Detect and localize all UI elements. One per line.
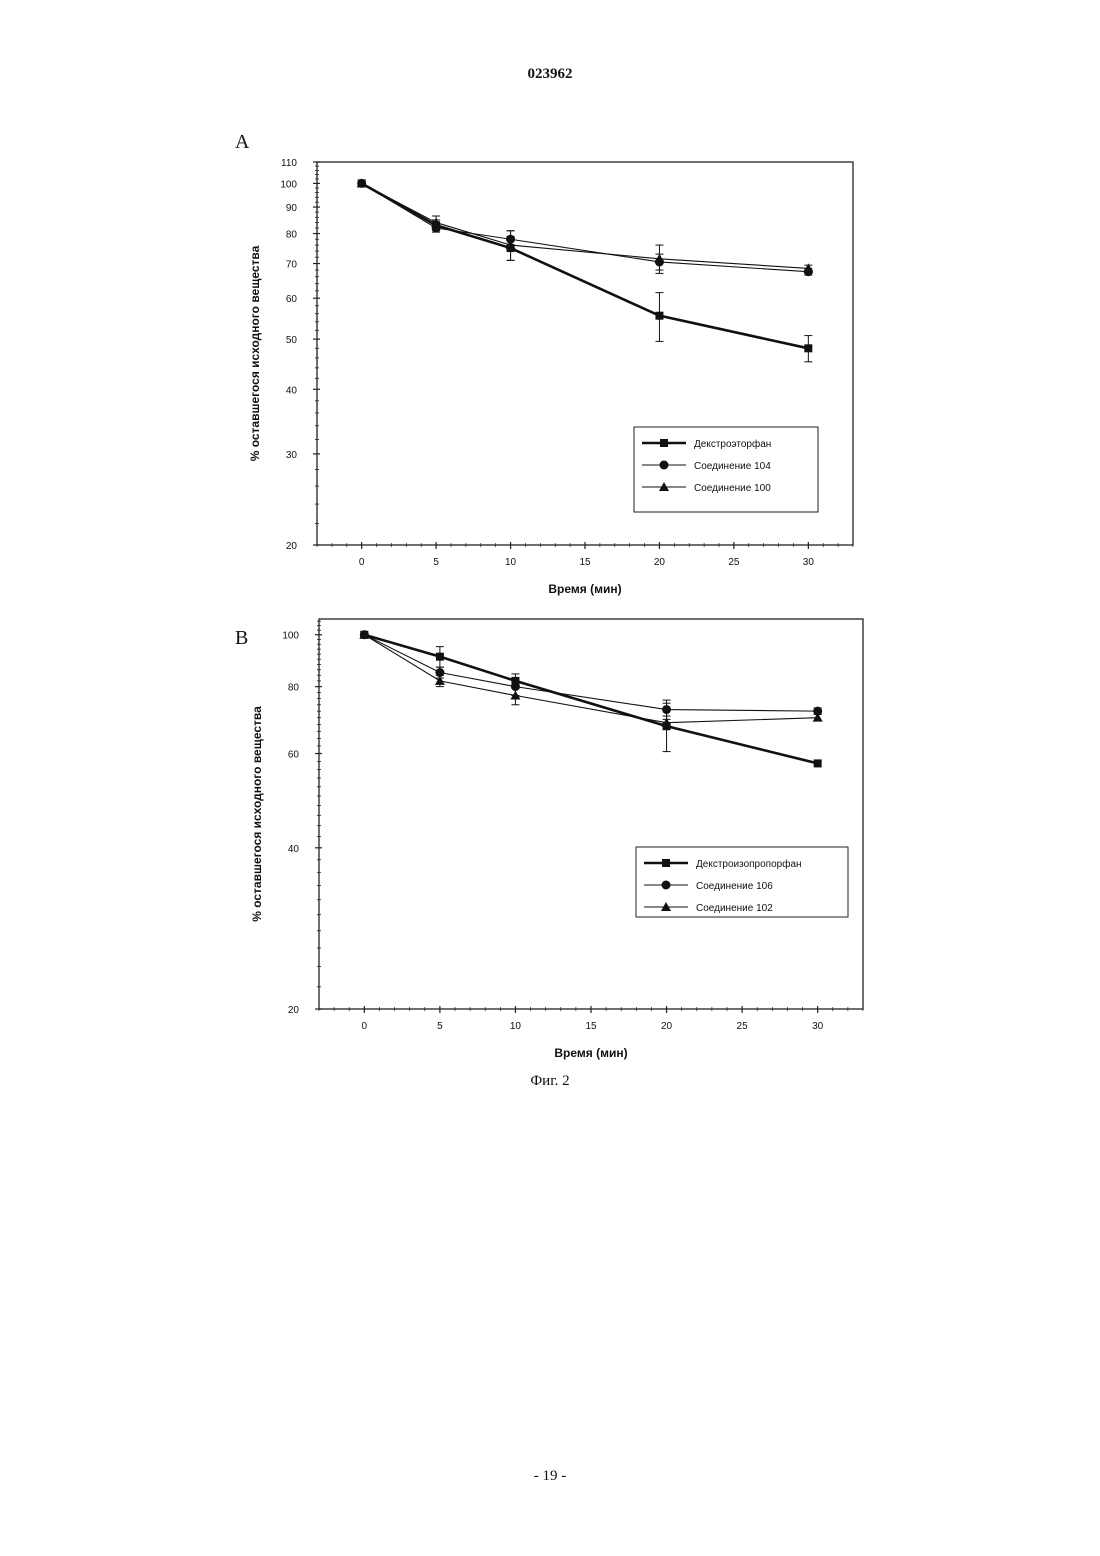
x-tick-label: 30: [812, 1021, 824, 1032]
y-axis-title: % оставшегося исходного вещества: [250, 706, 264, 922]
legend-marker-square: [662, 859, 670, 867]
x-tick-label: 0: [362, 1021, 368, 1032]
legend-label: Декстроизопропорфан: [696, 858, 802, 870]
series-3: [359, 630, 822, 730]
data-point-circle: [662, 705, 671, 714]
data-point-square: [814, 759, 822, 767]
y-tick-label: 100: [282, 631, 299, 642]
data-point-square: [436, 653, 444, 661]
series-line: [364, 635, 817, 764]
data-point-triangle: [435, 676, 445, 685]
series-line: [364, 635, 817, 711]
x-tick-label: 25: [737, 1021, 749, 1032]
y-tick-label: 40: [288, 844, 300, 855]
y-tick-label: 20: [288, 1005, 300, 1016]
legend-label: Соединение 102: [696, 903, 773, 914]
series-1: [360, 631, 821, 768]
y-tick-label: 80: [288, 683, 300, 694]
legend-label: Соединение 106: [696, 881, 773, 892]
legend-marker-circle: [662, 881, 671, 890]
x-axis-title: Время (мин): [554, 1046, 627, 1060]
x-tick-label: 15: [585, 1021, 597, 1032]
x-tick-label: 20: [661, 1021, 673, 1032]
page-footer: - 19 -: [0, 1468, 1100, 1485]
figure-caption: Фиг. 2: [0, 1073, 1100, 1090]
y-tick-label: 60: [288, 750, 300, 761]
x-tick-label: 10: [510, 1021, 522, 1032]
x-tick-label: 5: [437, 1021, 443, 1032]
series-line: [364, 635, 817, 723]
plot-frame: [319, 619, 863, 1009]
